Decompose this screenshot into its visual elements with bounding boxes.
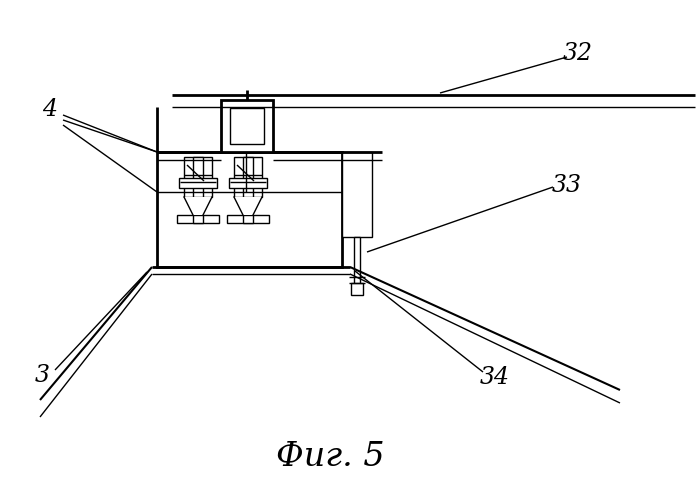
Bar bbox=[342, 152, 372, 237]
Text: 3: 3 bbox=[34, 363, 50, 387]
Bar bbox=[230, 108, 264, 144]
Bar bbox=[354, 237, 360, 285]
Bar bbox=[243, 157, 253, 197]
Bar bbox=[184, 157, 212, 197]
Bar bbox=[193, 157, 203, 197]
Bar bbox=[243, 215, 253, 223]
Text: 34: 34 bbox=[480, 365, 510, 389]
Bar bbox=[234, 157, 262, 197]
Text: 32: 32 bbox=[563, 42, 593, 64]
Polygon shape bbox=[234, 197, 262, 215]
Bar bbox=[177, 215, 219, 223]
Text: 33: 33 bbox=[552, 174, 582, 197]
Bar bbox=[229, 178, 267, 188]
Bar bbox=[227, 215, 269, 223]
Bar bbox=[157, 152, 342, 267]
Bar bbox=[193, 215, 203, 223]
Text: Фиг. 5: Фиг. 5 bbox=[276, 441, 384, 473]
Polygon shape bbox=[184, 197, 212, 215]
Text: 4: 4 bbox=[43, 99, 57, 121]
Bar bbox=[179, 178, 217, 188]
Bar bbox=[221, 100, 273, 152]
Bar bbox=[351, 283, 363, 295]
